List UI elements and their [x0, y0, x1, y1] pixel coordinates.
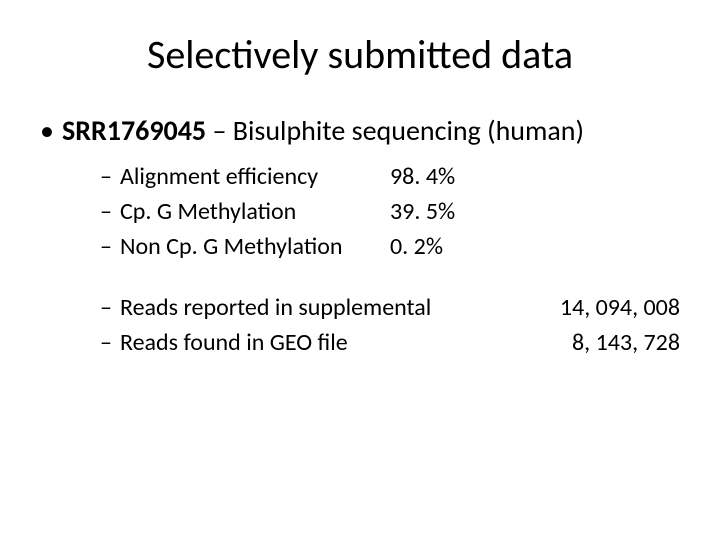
metric-label: Non Cp. G Methylation	[120, 232, 390, 261]
metric-label: Alignment efficiency	[120, 162, 390, 191]
slide-title: Selectively submitted data	[40, 30, 680, 79]
slide-container: Selectively submitted data • SRR1769045 …	[0, 0, 720, 540]
metrics-list: – Alignment efficiency 98. 4% – Cp. G Me…	[100, 162, 680, 357]
list-item: – Cp. G Methylation 39. 5%	[100, 197, 680, 226]
spacer	[100, 267, 680, 293]
list-item: – Non Cp. G Methylation 0. 2%	[100, 232, 680, 261]
list-item: – Reads reported in supplemental 14, 094…	[100, 293, 680, 322]
metric-value: 39. 5%	[390, 197, 455, 226]
reads-label: Reads reported in supplemental	[120, 293, 510, 322]
main-bullet: • SRR1769045 – Bisulphite sequencing (hu…	[40, 113, 680, 148]
separator: –	[206, 113, 233, 148]
reads-value: 14, 094, 008	[510, 293, 680, 322]
reads-value: 8, 143, 728	[510, 328, 680, 357]
list-item: – Alignment efficiency 98. 4%	[100, 162, 680, 191]
dash-icon: –	[100, 232, 120, 261]
bullet-dot-icon: •	[40, 113, 62, 148]
metric-label: Cp. G Methylation	[120, 197, 390, 226]
metric-value: 0. 2%	[390, 232, 443, 261]
main-bullet-text: SRR1769045 – Bisulphite sequencing (huma…	[62, 113, 584, 148]
dash-icon: –	[100, 328, 120, 357]
dash-icon: –	[100, 197, 120, 226]
dash-icon: –	[100, 293, 120, 322]
reads-label: Reads found in GEO file	[120, 328, 510, 357]
sample-desc: Bisulphite sequencing (human)	[233, 113, 584, 148]
metric-value: 98. 4%	[390, 162, 455, 191]
list-item: – Reads found in GEO file 8, 143, 728	[100, 328, 680, 357]
sample-id: SRR1769045	[62, 113, 206, 148]
dash-icon: –	[100, 162, 120, 191]
